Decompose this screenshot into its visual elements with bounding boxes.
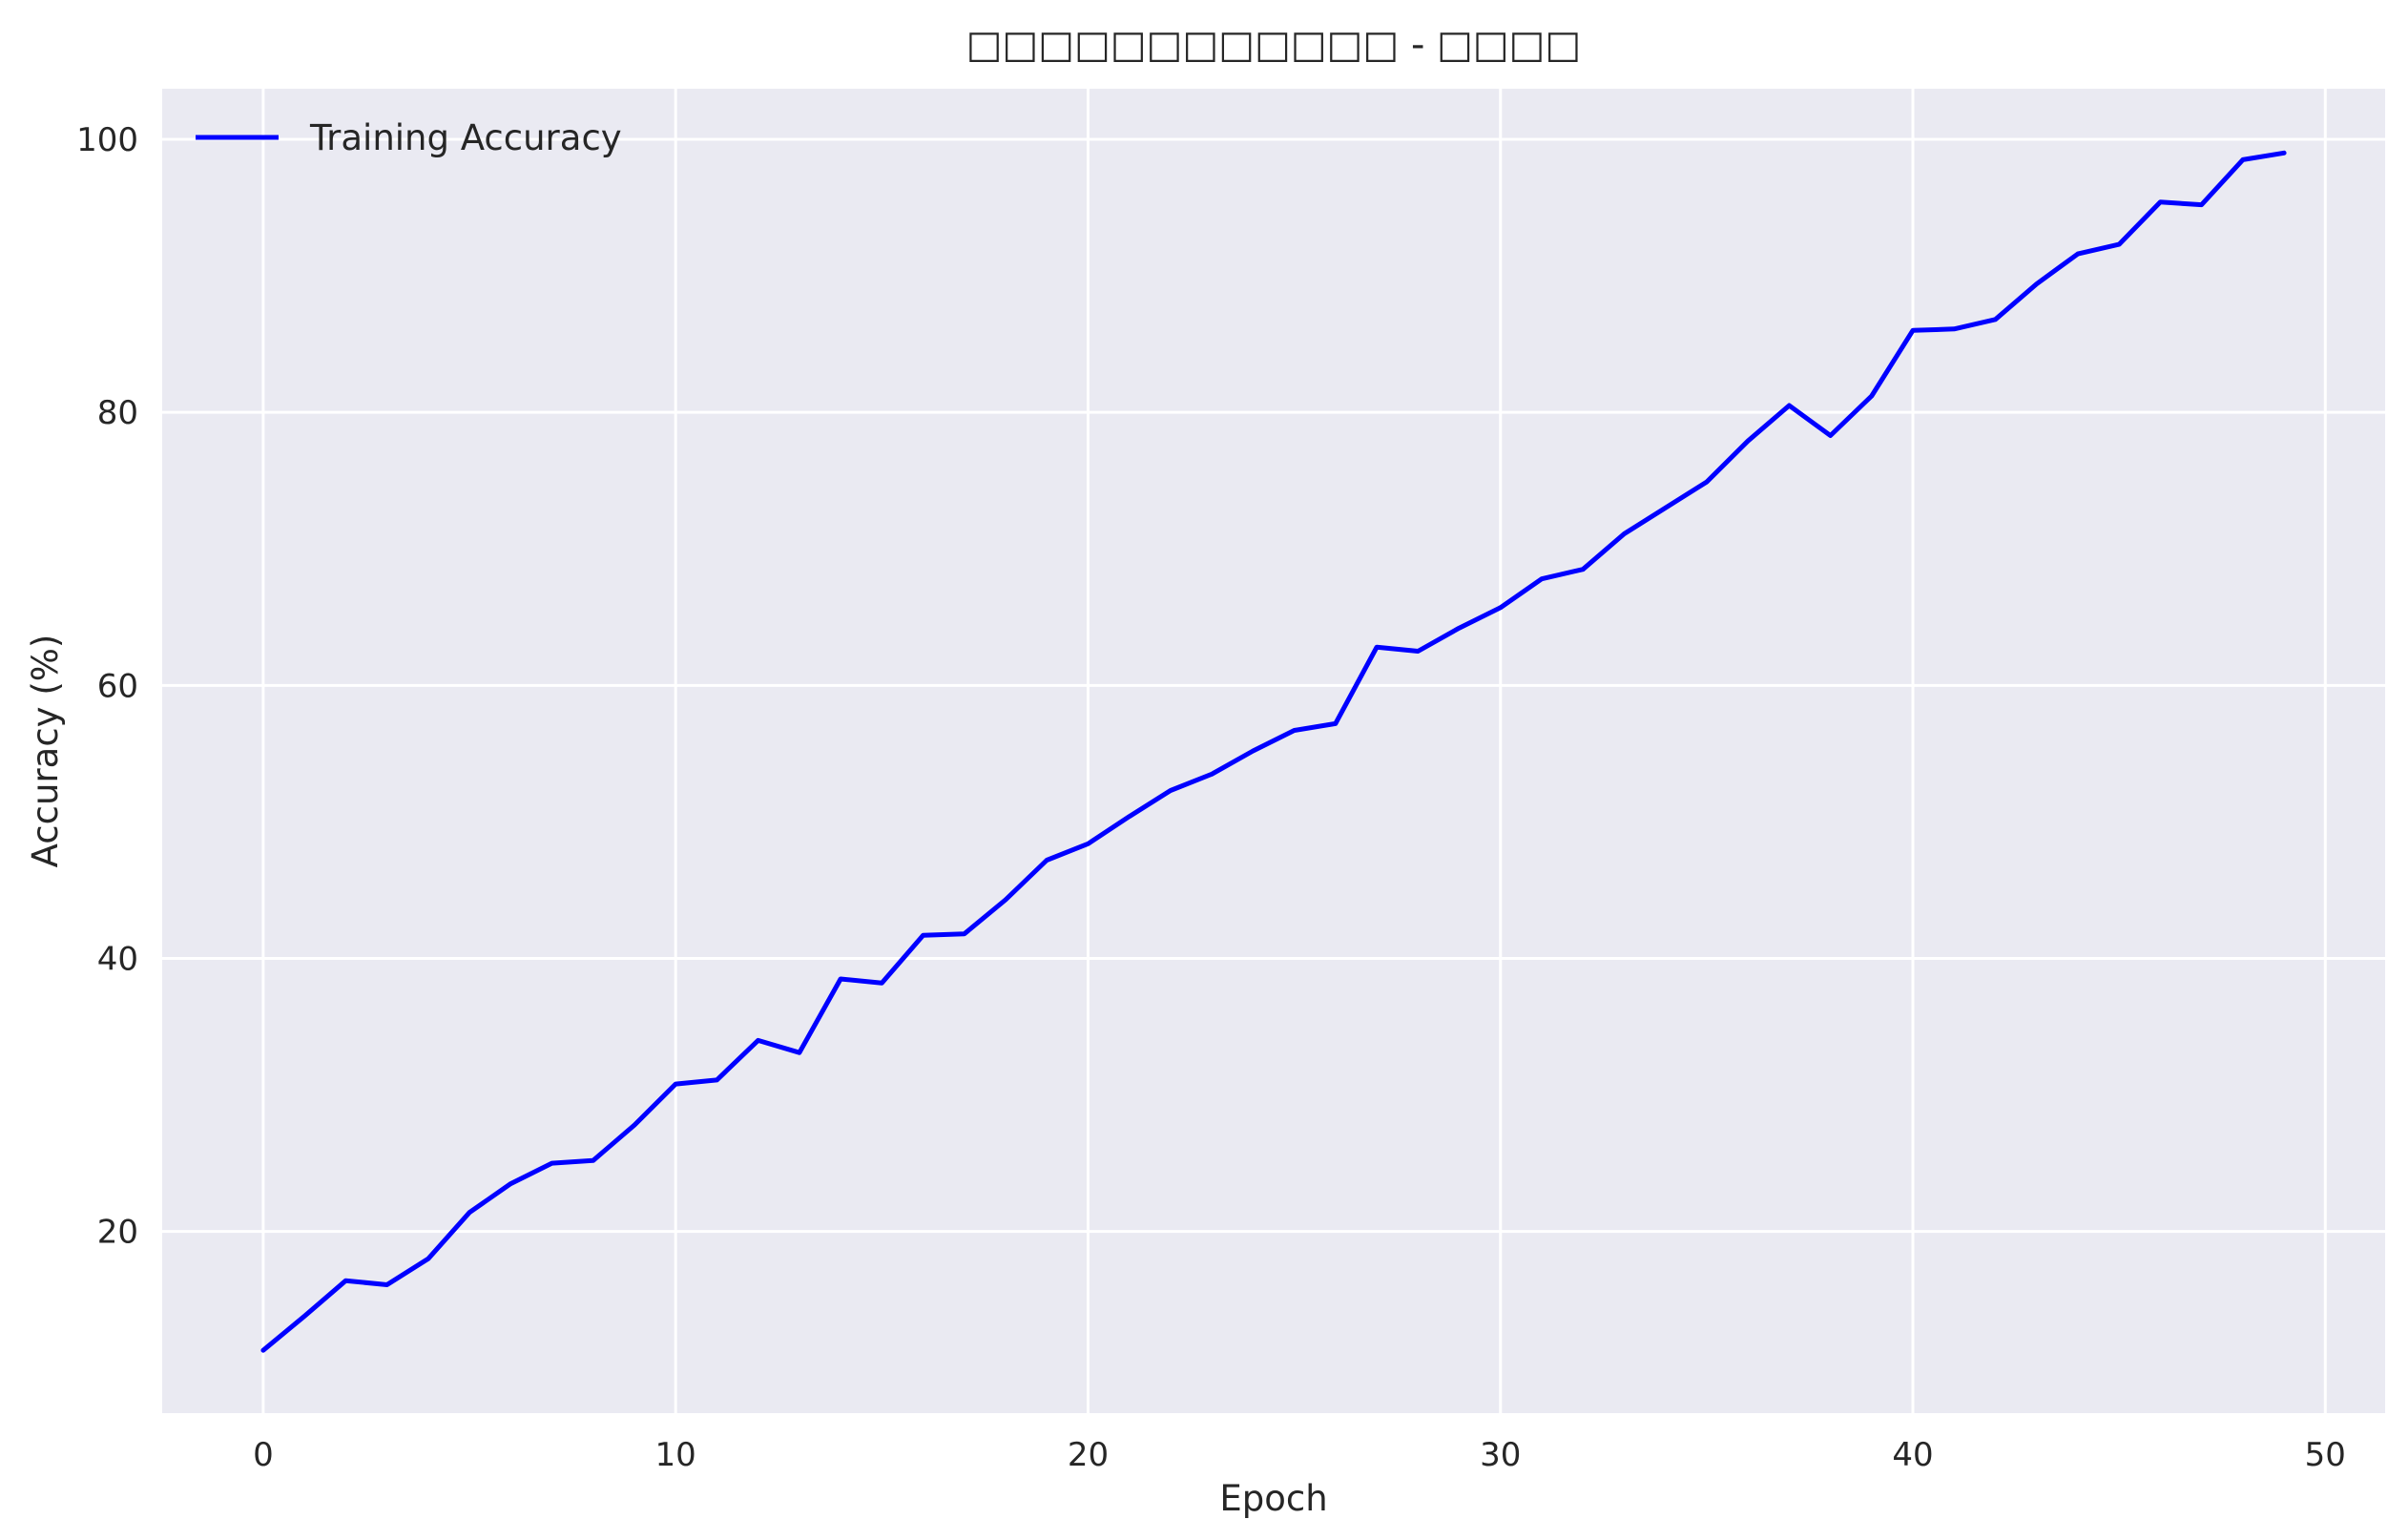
y-tick-label: 100 xyxy=(76,121,138,159)
x-tick-label: 20 xyxy=(1068,1436,1109,1474)
x-tick-label: 30 xyxy=(1480,1436,1521,1474)
x-tick-label: 50 xyxy=(2305,1436,2346,1474)
y-tick-label: 80 xyxy=(97,394,138,432)
plot-background xyxy=(162,89,2385,1413)
legend: Training Accuracy xyxy=(196,117,622,158)
x-tick-label: 0 xyxy=(253,1436,274,1474)
x-tick-label: 10 xyxy=(655,1436,696,1474)
y-tick-label: 20 xyxy=(97,1214,138,1252)
y-ticks: 20 40 60 80 100 xyxy=(76,121,138,1252)
chart-title: □□□□□□□□□□□□ - □□□□ xyxy=(966,23,1582,67)
series-line-0 xyxy=(260,150,2287,1353)
y-tick-label: 60 xyxy=(97,667,138,705)
x-ticks: 0 10 20 30 40 50 xyxy=(253,1436,2346,1474)
legend-label: Training Accuracy xyxy=(309,117,622,158)
y-tick-label: 40 xyxy=(97,941,138,979)
grid xyxy=(162,89,2385,1413)
y-axis-label: Accuracy (%) xyxy=(25,635,66,868)
series-layer xyxy=(260,150,2287,1353)
x-tick-label: 40 xyxy=(1892,1436,1933,1474)
x-axis-label: Epoch xyxy=(1219,1478,1327,1519)
